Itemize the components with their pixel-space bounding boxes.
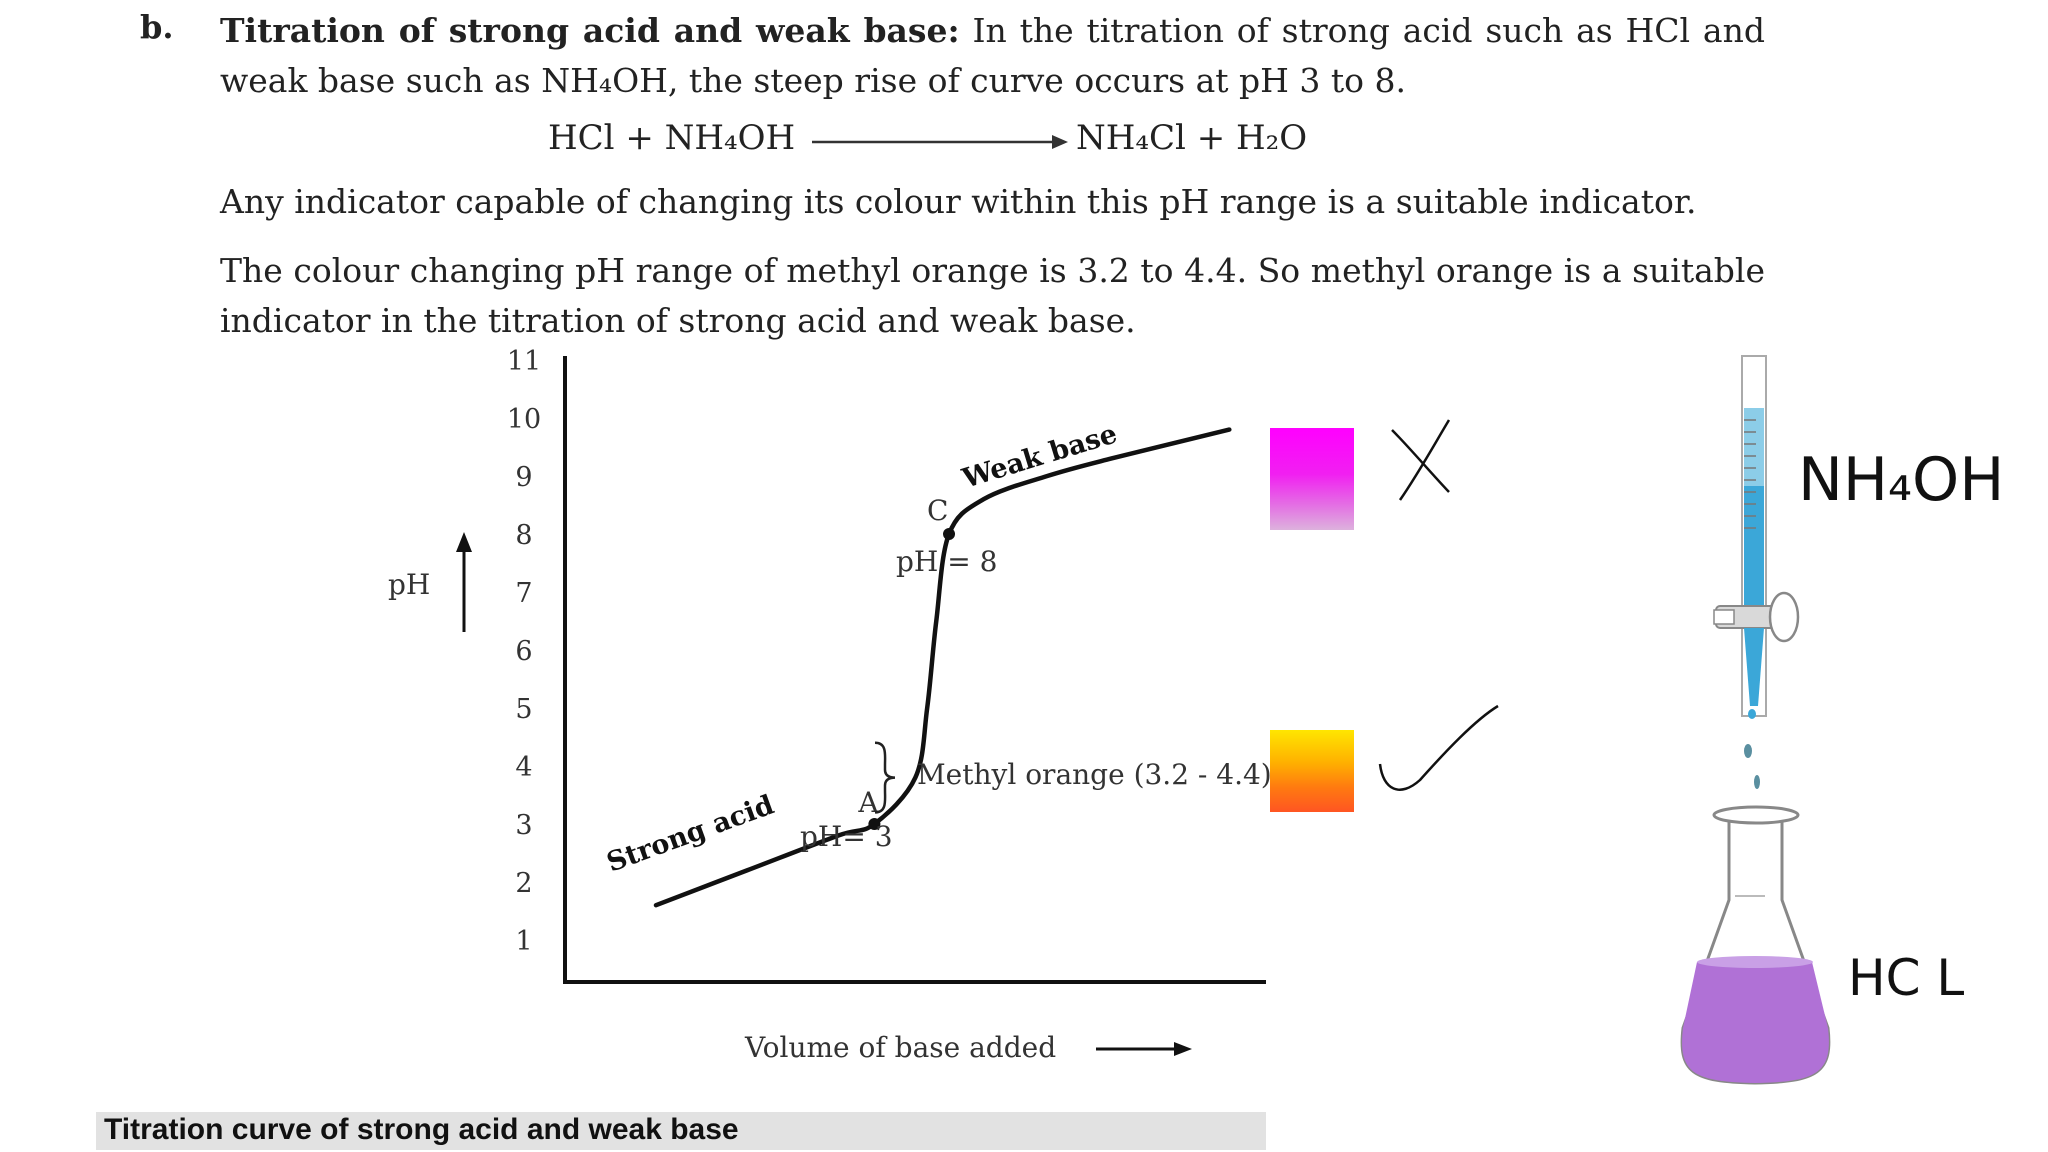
- y-tick-label: 2: [515, 868, 532, 899]
- indicator-range-brace: [874, 741, 896, 814]
- paragraph-methyl-orange: The colour changing pH range of methyl o…: [220, 251, 1765, 340]
- point-c-marker: [943, 528, 956, 540]
- y-tick-label: 5: [515, 694, 532, 725]
- reaction-arrow-icon: [812, 135, 1068, 149]
- flask-reagent-label: HC L: [1848, 949, 1964, 1007]
- point-a-marker: [868, 818, 881, 830]
- y-tick-label: 4: [515, 752, 532, 783]
- y-axis-arrow-icon: [456, 532, 472, 632]
- section-letter: b.: [140, 8, 174, 46]
- y-tick-label: 6: [515, 636, 532, 667]
- x-axis-label: Volume of base added: [744, 1031, 1056, 1064]
- x-axis-arrow-icon: [1096, 1042, 1192, 1056]
- paragraph-intro-text: In the titration of strong acid such as …: [220, 11, 1765, 100]
- burette-illustration: [1713, 355, 1800, 789]
- caption-bar: [96, 1112, 1266, 1150]
- paragraph-intro: Titration of strong acid and weak base: …: [220, 6, 1765, 106]
- ph-8-label: pH = 8: [896, 545, 997, 578]
- y-tick-label: 10: [507, 404, 541, 435]
- figure-caption: Titration curve of strong acid and weak …: [104, 1113, 739, 1146]
- ph-3-label: pH= 3: [800, 820, 893, 853]
- paragraph-indicator: Any indicator capable of changing its co…: [220, 182, 1697, 221]
- point-a-label: A: [857, 786, 879, 819]
- y-tick-label: 11: [507, 346, 541, 377]
- y-tick-label: 8: [515, 520, 532, 551]
- point-c-label: C: [927, 494, 948, 527]
- orange-color-swatch: [1270, 730, 1354, 812]
- magenta-color-swatch: [1270, 428, 1354, 530]
- y-tick-label: 3: [515, 810, 532, 841]
- equation-products: NH₄Cl + H₂O: [1076, 118, 1308, 158]
- strong-acid-label: Strong acid: [603, 789, 778, 878]
- titration-curve: [653, 427, 1232, 908]
- burette-reagent-label: NH₄OH: [1798, 445, 2004, 515]
- equation-reactants: HCl + NH₄OH: [548, 118, 796, 158]
- section-heading: Titration of strong acid and weak base:: [220, 11, 960, 50]
- y-tick-label: 1: [515, 926, 532, 957]
- conical-flask-illustration: [1680, 805, 1831, 1085]
- check-mark-icon: [1378, 704, 1499, 791]
- y-tick-label: 7: [515, 578, 532, 609]
- weak-base-label: Weak base: [958, 418, 1121, 495]
- methyl-orange-label: Methyl orange (3.2 - 4.4): [917, 758, 1272, 791]
- y-tick-label: 9: [515, 462, 532, 493]
- cross-mark-icon: [1391, 419, 1451, 501]
- y-axis-label: pH: [388, 568, 430, 601]
